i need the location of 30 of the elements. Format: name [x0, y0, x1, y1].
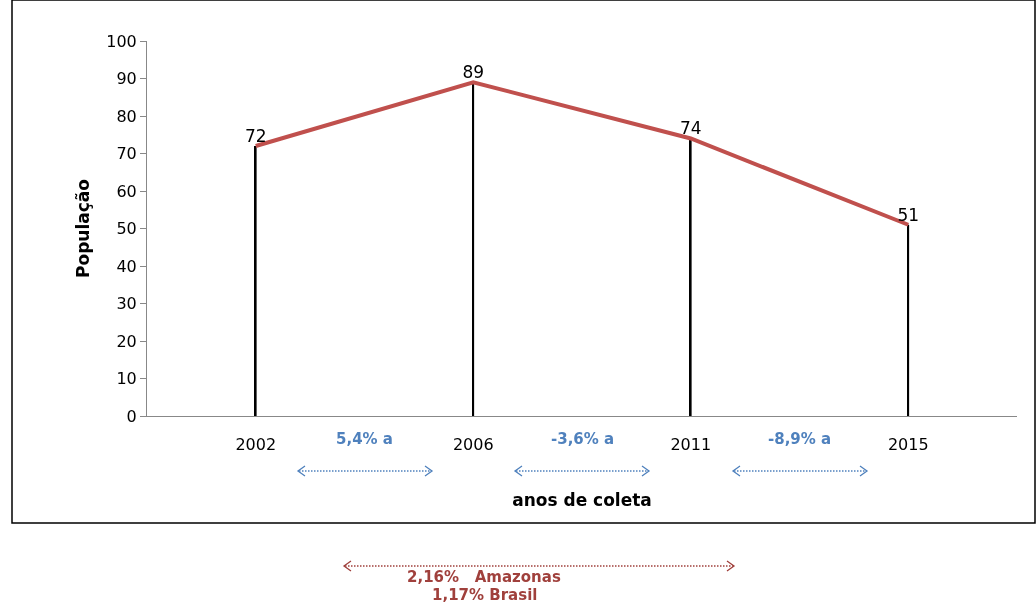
data-label: 74: [679, 118, 702, 139]
y-tick-label: 50: [116, 219, 137, 239]
text: -8,9% a: [768, 430, 832, 448]
data-label: 89: [462, 62, 485, 82]
bar: [689, 138, 692, 416]
y-axis-title: População: [72, 179, 93, 278]
x-axis-title: anos de coleta: [512, 489, 652, 510]
y-tick-label: 80: [116, 106, 137, 126]
y-tick-label: 40: [116, 256, 137, 276]
data-label: 72: [244, 125, 267, 146]
x-tick-label: 2002: [235, 435, 277, 455]
x-tick-label: 2006: [452, 435, 494, 455]
bar: [472, 82, 475, 416]
y-tick-label: 60: [116, 181, 137, 201]
y-tick-label: 10: [116, 369, 137, 389]
y-tick-label: 90: [116, 69, 137, 89]
bar: [254, 146, 257, 416]
y-tick-label: 0: [126, 406, 137, 426]
bar: [907, 224, 910, 416]
x-tick-label: 2011: [670, 435, 712, 455]
y-tick-label: 20: [116, 331, 137, 351]
text: 1,17% Brasil: [432, 586, 538, 604]
y-tick-label: 70: [116, 144, 137, 164]
data-label: 51: [897, 204, 920, 225]
x-tick-label: 2015: [887, 435, 929, 455]
text: 2,16% Amazonas: [407, 568, 561, 586]
y-tick-label: 30: [116, 294, 137, 314]
y-tick-label: 100: [106, 31, 137, 51]
text: 5,4% a: [336, 430, 393, 448]
text: -3,6% a: [551, 430, 615, 448]
